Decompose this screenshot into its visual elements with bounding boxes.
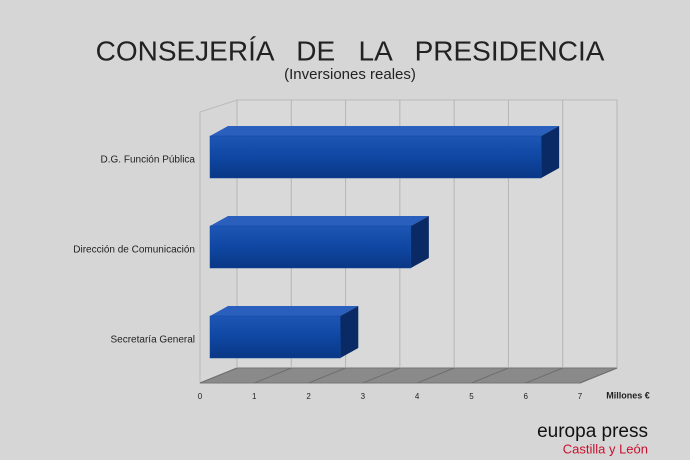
- bar-face: [210, 216, 429, 226]
- x-tick-label: 2: [306, 392, 311, 401]
- bar-face: [541, 126, 560, 178]
- floor-grid-line: [254, 367, 292, 384]
- x-tick-label: 1: [252, 392, 257, 401]
- left-wall-edge: [199, 99, 238, 113]
- bar-face: [210, 306, 359, 316]
- bar-face: [340, 306, 359, 358]
- bar: [209, 216, 429, 269]
- x-tick-label: 6: [523, 392, 528, 401]
- y-tick-label: Secretaría General: [111, 335, 196, 346]
- floor-grid-line: [471, 367, 509, 384]
- floor-grid-line: [199, 367, 238, 384]
- x-tick-label: 5: [469, 392, 474, 401]
- logo-region: Castilla y León: [563, 441, 648, 456]
- floor-grid-line: [416, 367, 455, 384]
- floor-grid-line: [308, 367, 346, 384]
- x-axis-label: Millones €: [606, 390, 650, 400]
- y-tick-label: D.G. Función Pública: [101, 155, 196, 166]
- floor-grid-line: [579, 367, 618, 384]
- x-tick-label: 7: [578, 392, 583, 401]
- chart-title: CONSEJERÍA DE LA PRESIDENCIA: [96, 35, 605, 66]
- bar: [209, 126, 560, 179]
- y-tick-label: Dirección de Comunicación: [73, 245, 195, 256]
- floor-grid-line: [362, 367, 401, 384]
- bar-face: [210, 126, 560, 136]
- bar-face: [209, 135, 542, 179]
- bar-face: [209, 225, 412, 269]
- chart-subtitle: (Inversiones reales): [284, 66, 416, 83]
- x-tick-label: 0: [198, 392, 203, 401]
- floor: [199, 367, 618, 384]
- floor-grid-line: [525, 367, 563, 384]
- x-tick-label: 3: [361, 392, 366, 401]
- x-tick-label: 4: [415, 392, 420, 401]
- logo-name: europa press: [537, 421, 648, 442]
- bar-face: [209, 315, 341, 359]
- bar-face: [410, 216, 429, 268]
- bar: [209, 306, 359, 359]
